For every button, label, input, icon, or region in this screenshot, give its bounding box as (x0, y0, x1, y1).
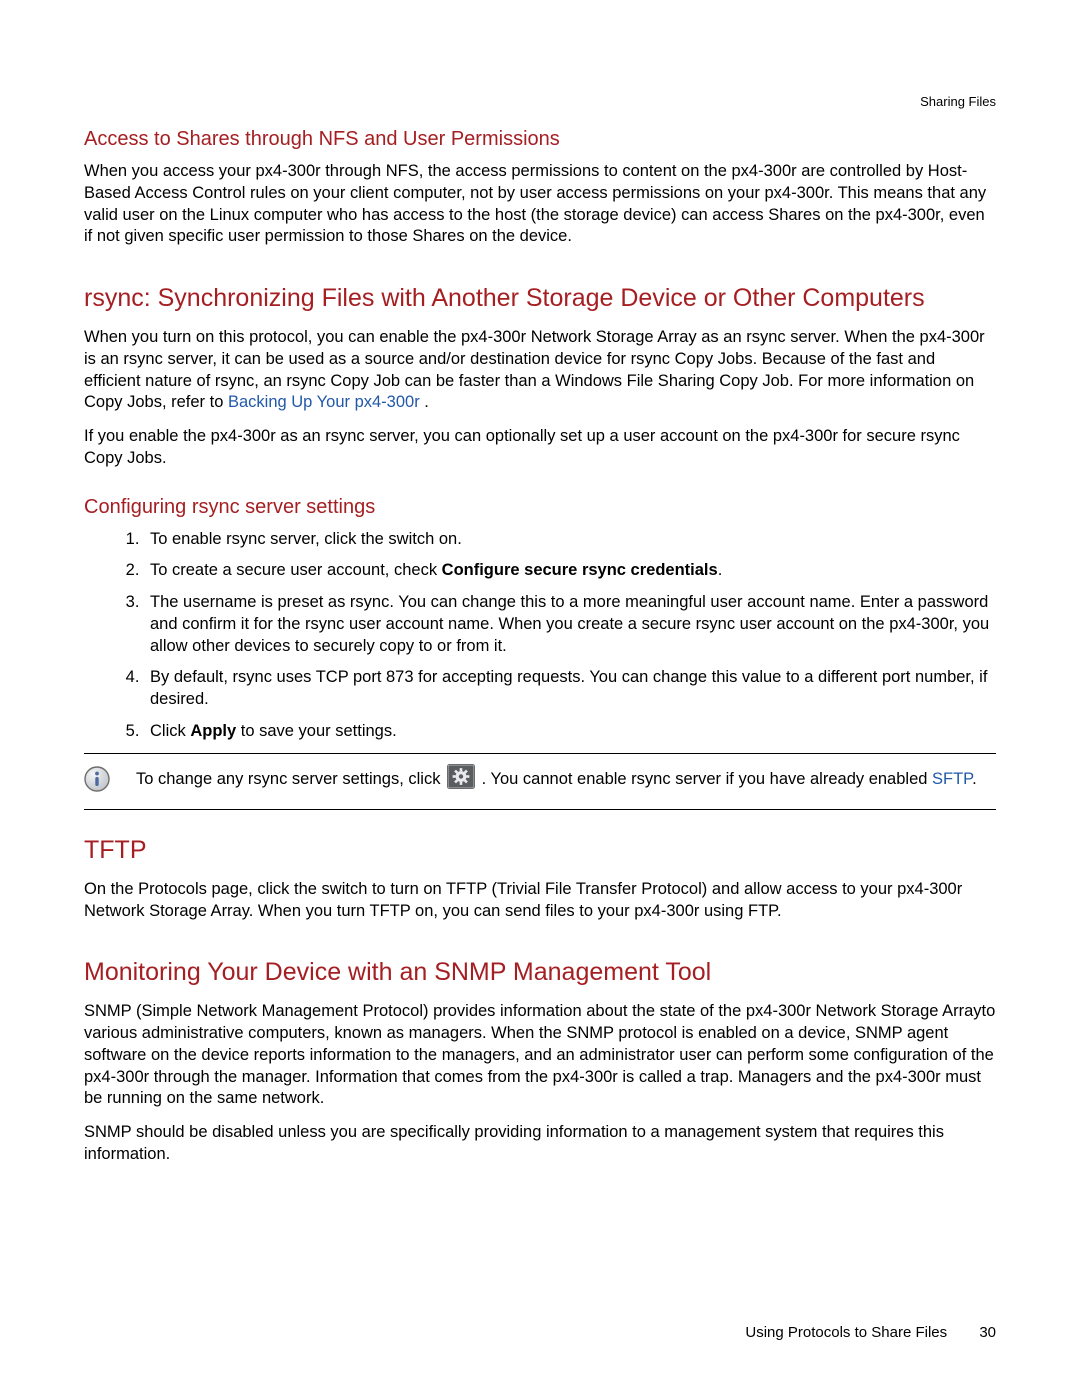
heading-rsync: rsync: Synchronizing Files with Another … (84, 284, 996, 313)
info-note: To change any rsync server settings, cli… (84, 753, 996, 810)
text: . You cannot enable rsync server if you … (477, 770, 932, 788)
list-item: Click Apply to save your settings. (144, 721, 996, 743)
paragraph: If you enable the px4-300r as an rsync s… (84, 426, 996, 470)
header-section-label: Sharing Files (920, 94, 996, 109)
heading-configuring-rsync: Configuring rsync server settings (84, 496, 996, 519)
text: To change any rsync server settings, cli… (136, 770, 445, 788)
link-backing-up[interactable]: Backing Up Your px4-300r (228, 393, 424, 411)
page-footer: Using Protocols to Share Files 30 (745, 1324, 996, 1341)
list-item: The username is preset as rsync. You can… (144, 592, 996, 657)
ordered-list: To enable rsync server, click the switch… (84, 529, 996, 743)
paragraph: When you turn on this protocol, you can … (84, 327, 996, 414)
text: To create a secure user account, check (150, 561, 442, 579)
text: . (972, 770, 977, 788)
heading-snmp: Monitoring Your Device with an SNMP Mana… (84, 958, 996, 987)
footer-text: Using Protocols to Share Files (745, 1324, 947, 1341)
paragraph: When you access your px4-300r through NF… (84, 161, 996, 248)
paragraph: SNMP should be disabled unless you are s… (84, 1122, 996, 1166)
gear-icon (447, 764, 475, 795)
bold-text: Apply (190, 722, 236, 740)
paragraph: SNMP (Simple Network Management Protocol… (84, 1001, 996, 1110)
text: . (718, 561, 723, 579)
list-item: By default, rsync uses TCP port 873 for … (144, 667, 996, 711)
list-item: To create a secure user account, check C… (144, 560, 996, 582)
link-sftp[interactable]: SFTP (932, 770, 972, 788)
note-text: To change any rsync server settings, cli… (136, 764, 977, 795)
bold-text: Configure secure rsync credentials (442, 561, 718, 579)
text: to save your settings. (236, 722, 397, 740)
text: . (424, 393, 429, 411)
page-number: 30 (979, 1324, 996, 1341)
text: When you turn on this protocol, you can … (84, 328, 985, 411)
text: Click (150, 722, 190, 740)
list-item: To enable rsync server, click the switch… (144, 529, 996, 551)
paragraph: On the Protocols page, click the switch … (84, 879, 996, 923)
heading-tftp: TFTP (84, 836, 996, 865)
info-icon (84, 766, 110, 797)
heading-nfs-permissions: Access to Shares through NFS and User Pe… (84, 128, 996, 151)
document-page: Sharing Files Access to Shares through N… (0, 0, 1080, 1397)
